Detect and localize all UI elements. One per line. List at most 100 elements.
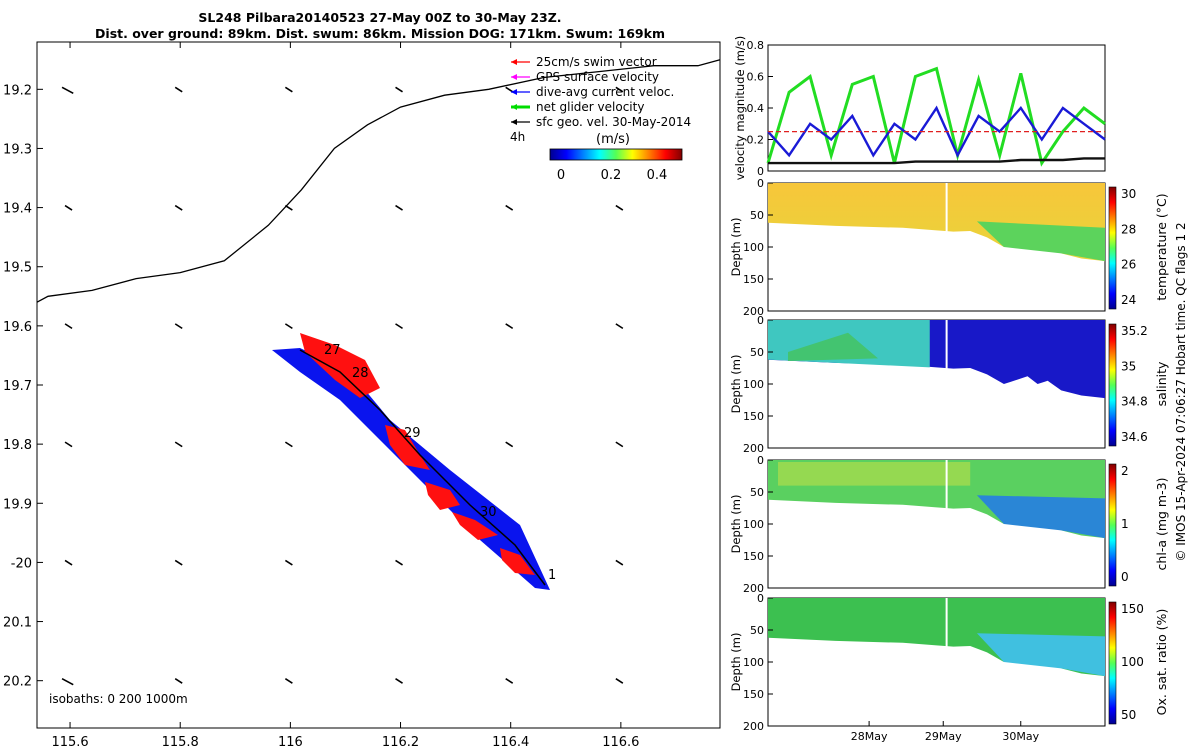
depth-tick-label: 50 bbox=[750, 624, 764, 637]
map-x-tick-label: 116.6 bbox=[602, 735, 639, 750]
depth-colorbar-tick-label: 34.8 bbox=[1121, 395, 1148, 409]
day-labels: 1 30 29 28 27 bbox=[324, 343, 556, 583]
swim-vector-cluster-2 bbox=[385, 425, 430, 470]
colorbar-title: (m/s) bbox=[596, 132, 630, 147]
geostrophic-arrow bbox=[174, 204, 183, 211]
chart-subtitle: Dist. over ground: 89km. Dist. swum: 86k… bbox=[95, 26, 665, 41]
velocity-line-0 bbox=[766, 66, 1106, 167]
geostrophic-arrow bbox=[615, 441, 624, 448]
depth-colorbar-tick-label: 28 bbox=[1121, 222, 1136, 236]
geostrophic-arrow bbox=[395, 86, 403, 93]
geostrophic-arrow bbox=[505, 441, 514, 448]
depth-colorbar bbox=[1108, 601, 1117, 725]
depth-tick-label: 150 bbox=[743, 273, 764, 286]
legend-arrowhead bbox=[511, 59, 517, 65]
geostrophic-arrow bbox=[284, 678, 293, 684]
day-label: 1 bbox=[548, 568, 556, 583]
map-y-tick-label: 20.1 bbox=[3, 616, 32, 631]
section-layer bbox=[788, 332, 878, 361]
map-x-ticks: 115.6 115.8 116 116.2 116.4 116.6 bbox=[51, 42, 639, 750]
map-x-tick-label: 116.2 bbox=[382, 735, 419, 750]
panel-temperature: 0 50 100 150 200 Depth (m) 30 28 26 24 temperature… bbox=[729, 177, 1169, 318]
velocity-y-tick-label: 0.2 bbox=[747, 134, 765, 147]
depth-colorbar-tick-label: 50 bbox=[1121, 708, 1136, 722]
chart-title: SL248 Pilbara20140523 27-May 00Z to 30-M… bbox=[198, 10, 562, 25]
geostrophic-arrow bbox=[64, 441, 73, 448]
section-fill bbox=[768, 598, 1105, 677]
geostrophic-arrow bbox=[174, 441, 183, 448]
swim-vector-cluster-5 bbox=[500, 548, 535, 575]
geostrophic-arrow bbox=[64, 204, 73, 211]
map-y-tick-label: 19.6 bbox=[3, 320, 32, 335]
section-layer bbox=[976, 633, 1105, 677]
colorbar-tick-label: 0 bbox=[557, 168, 565, 183]
depth-tick-label: 0 bbox=[757, 177, 764, 190]
depth-colorbar-tick-label: 35.2 bbox=[1121, 324, 1148, 338]
geostrophic-arrow bbox=[505, 678, 514, 684]
section-layer bbox=[778, 462, 971, 486]
map-y-tick-label: 19.4 bbox=[3, 202, 32, 217]
footer-credit: © IMOS 15-Apr-2024 07:06:27 Hobart time.… bbox=[1174, 222, 1188, 561]
depth-tick-label: 50 bbox=[750, 486, 764, 499]
geostrophic-arrow bbox=[395, 559, 403, 566]
geostrophic-arrow bbox=[284, 323, 293, 330]
geostrophic-arrow bbox=[395, 323, 403, 330]
colorbar-tick-label: 0.4 bbox=[647, 168, 668, 183]
geostrophic-arrow bbox=[284, 204, 293, 211]
velocity-ylabel: velocity magnitude (m/s) bbox=[733, 36, 747, 181]
geostrophic-arrow bbox=[174, 559, 183, 566]
geostrophic-arrow bbox=[61, 86, 74, 95]
section-layer bbox=[976, 495, 1105, 539]
swim-vector-cluster-3 bbox=[425, 482, 460, 510]
geostrophic-arrow bbox=[615, 559, 624, 566]
map-panel: 1 30 29 28 27 115.6 115.8 116 116.2 116.4 116.6 1… bbox=[3, 41, 721, 750]
depth-tick-label: 100 bbox=[743, 656, 764, 669]
depth-tick-label: 200 bbox=[743, 720, 764, 733]
velocity-y-tick-label: 0.8 bbox=[747, 39, 765, 52]
map-y-tick-label: 19.5 bbox=[3, 261, 32, 276]
geostrophic-arrow bbox=[174, 323, 183, 330]
geostrophic-arrow bbox=[615, 204, 624, 211]
depth-colorbar-tick-label: 0 bbox=[1121, 570, 1129, 584]
isobaths-label: isobaths: 0 200 1000m bbox=[49, 692, 188, 706]
swim-vector-cluster-4 bbox=[452, 512, 498, 540]
depth-tick-label: 100 bbox=[743, 378, 764, 391]
geostrophic-arrow bbox=[61, 677, 74, 686]
geostrophic-arrow bbox=[284, 86, 293, 93]
geostrophic-arrow bbox=[395, 204, 403, 211]
legend-arrowhead bbox=[511, 74, 517, 80]
velocity-y-tick-label: 0 bbox=[757, 165, 764, 178]
map-y-tick-label: 20.2 bbox=[3, 675, 32, 690]
depth-colorbar bbox=[1108, 323, 1117, 447]
map-y-tick-label: 19.9 bbox=[3, 497, 32, 512]
net-track-line bbox=[299, 349, 546, 586]
depth-tick-label: 100 bbox=[743, 241, 764, 254]
map-y-tick-label: 19.8 bbox=[3, 438, 32, 453]
depth-colorbar-label: chl-a (mg m-3) bbox=[1154, 478, 1169, 571]
geostrophic-arrow bbox=[64, 559, 73, 566]
geostrophic-arrow bbox=[505, 204, 514, 211]
velocity-line-1 bbox=[767, 105, 1106, 159]
depth-ylabel: Depth (m) bbox=[729, 495, 743, 554]
legend-label: GPS surface velocity bbox=[536, 70, 659, 84]
map-y-tick-label: 19.2 bbox=[3, 83, 32, 98]
velocity-y-ticks: 0.8 0.6 0.4 0.2 0 bbox=[747, 39, 773, 178]
speed-colorbar bbox=[549, 148, 683, 161]
geostrophic-arrow bbox=[64, 323, 73, 330]
map-x-tick-label: 116 bbox=[278, 735, 303, 750]
colorbar-tick-label: 0.2 bbox=[601, 168, 622, 183]
velocity-series bbox=[766, 66, 1106, 167]
depth-colorbar-tick-label: 100 bbox=[1121, 655, 1144, 669]
legend-label: net glider velocity bbox=[536, 100, 644, 114]
depth-tick-label: 150 bbox=[743, 550, 764, 563]
date-tick-label: 28May bbox=[851, 730, 888, 743]
speed-colorbar-ticks: 0 0.2 0.4 bbox=[557, 168, 667, 183]
map-y-ticks: 19.2 19.3 19.4 19.5 19.6 19.7 19.8 19.9 -20 20.1 2… bbox=[3, 83, 43, 690]
depth-colorbar-tick-label: 30 bbox=[1121, 187, 1136, 201]
depth-ylabel: Depth (m) bbox=[729, 355, 743, 414]
swim-vector-cluster-1 bbox=[300, 333, 380, 398]
depth-colorbar-tick-label: 26 bbox=[1121, 258, 1136, 272]
geostrophic-arrow bbox=[395, 678, 403, 684]
